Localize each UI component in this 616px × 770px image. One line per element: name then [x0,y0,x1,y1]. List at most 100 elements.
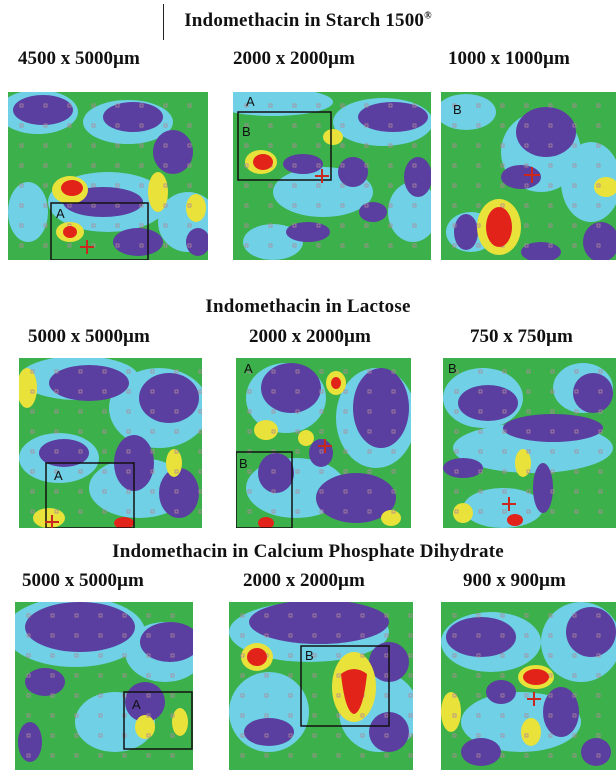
concentration-map: A [15,602,193,770]
sample-point [26,613,31,618]
sample-point [572,243,577,248]
panel-dimension: 2000 x 2000µm [243,570,365,591]
sample-point [139,163,144,168]
sample-point [319,489,324,494]
sample-point [408,753,413,758]
sample-point [500,203,505,208]
sample-point [384,613,389,618]
sample-point [384,673,389,678]
sample-point [150,389,155,394]
sample-point [343,489,348,494]
sample-point [78,429,83,434]
sample-point [526,409,531,414]
sample-point [502,469,507,474]
sample-point [91,203,96,208]
sample-point [336,673,341,678]
sample-point [115,143,120,148]
sample-point [596,123,601,128]
sample-point [476,103,481,108]
sample-point [548,713,553,718]
sample-point [598,449,603,454]
sample-point [596,633,601,638]
sample-point [264,673,269,678]
sample-point [550,409,555,414]
sample-point [364,123,369,128]
sample-point [454,469,459,474]
sample-point [67,163,72,168]
sample-point [596,103,601,108]
sample-point [292,183,297,188]
section-title-starch: Indomethacin in Starch 1500® [184,10,432,31]
sample-point [454,489,459,494]
sample-point [271,409,276,414]
sample-point [170,673,175,678]
sample-point [19,243,24,248]
sample-point [198,369,202,374]
sample-point [598,389,603,394]
sample-point [50,653,55,658]
sample-point [500,653,505,658]
text-cursor [163,4,164,40]
sample-point [364,203,369,208]
sample-point [596,613,601,618]
sample-point [139,183,144,188]
sample-point [163,223,168,228]
sample-point [288,613,293,618]
sample-point [295,509,300,514]
sample-point [408,673,413,678]
sample-point [174,369,179,374]
sample-point [572,163,577,168]
sample-point [163,123,168,128]
sample-point [240,693,245,698]
sample-point [412,163,417,168]
map-image: A [8,92,208,260]
sample-point [454,369,459,374]
sample-point [126,509,131,514]
concentration-map: B [441,92,616,260]
sample-point [244,183,249,188]
sample-point [572,693,577,698]
sample-point [336,613,341,618]
sample-point [367,389,372,394]
sample-point [126,409,131,414]
sample-point [572,103,577,108]
sample-point [476,633,481,638]
sample-point [295,369,300,374]
sample-point [596,693,601,698]
sample-point [572,203,577,208]
sample-point [360,713,365,718]
sample-point [98,633,103,638]
sample-point [500,733,505,738]
sample-point [391,389,396,394]
sample-point [452,123,457,128]
sample-point [502,389,507,394]
sample-point [476,183,481,188]
sample-point [500,753,505,758]
sample-point [247,409,252,414]
sample-point [288,673,293,678]
sample-point [384,653,389,658]
sample-point [524,613,529,618]
sample-point [170,633,175,638]
sample-point [598,409,603,414]
sample-point [412,223,417,228]
sample-point [524,753,529,758]
sample-point [288,713,293,718]
sample-point [102,409,107,414]
sample-point [244,243,249,248]
sample-point [476,123,481,128]
sample-point [524,223,529,228]
sample-point [170,613,175,618]
sample-point [187,163,192,168]
sample-point [454,509,459,514]
sample-point [454,429,459,434]
sample-point [388,143,393,148]
sample-point [452,243,457,248]
sample-point [548,673,553,678]
sample-point [312,753,317,758]
sample-point [596,733,601,738]
sample-point [452,673,457,678]
concentration-map: B [229,602,413,770]
sample-point [30,409,35,414]
sample-point [388,203,393,208]
